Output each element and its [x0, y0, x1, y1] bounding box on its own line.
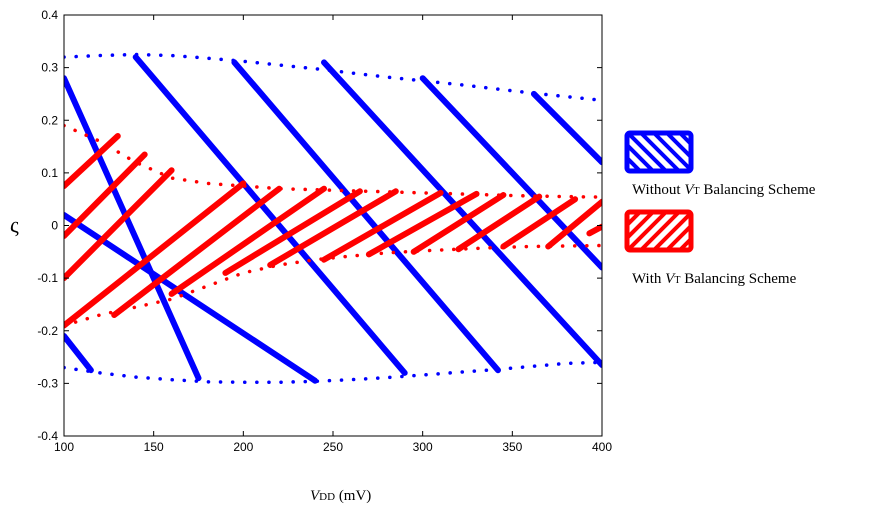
legend-hatch-line — [719, 133, 757, 171]
legend-hatch-line — [627, 155, 642, 171]
series-1-hatch-line — [500, 196, 579, 250]
series-0-hatch-line — [321, 59, 602, 368]
series-0-hatch-line — [64, 75, 202, 382]
y-axis-ticks: -0.4 -0.3 -0.2 -0.1 0 0.1 0.2 0.3 0.4 — [37, 8, 602, 443]
legend-hatch-line — [627, 212, 668, 250]
y-tick-label: 0.3 — [41, 61, 58, 75]
legend-hatch-line — [627, 142, 655, 171]
legend-hatch-line — [639, 133, 681, 171]
series-0 — [64, 52, 602, 385]
series-0-hatch-line — [64, 333, 94, 374]
series-0-boundary-upper — [64, 52, 602, 103]
legend-hatch-line — [678, 236, 691, 250]
legend-entry-with: With VT Balancing Scheme — [624, 209, 797, 287]
x-tick-label: 400 — [592, 440, 612, 454]
x-tick-label: 200 — [233, 440, 253, 454]
series-1-hatch-line — [455, 193, 543, 253]
y-axis-label: ς — [10, 212, 19, 237]
x-tick-label: 300 — [413, 440, 433, 454]
legend-hatch-line — [652, 212, 691, 250]
series-1-hatch-line — [365, 190, 480, 258]
series-0-boundary-lower — [64, 360, 602, 385]
legend-hatch-line — [627, 212, 642, 228]
legend-hatch-line — [678, 133, 691, 147]
x-tick-label: 100 — [54, 440, 74, 454]
legend-label-without: Without VT Balancing Scheme — [632, 182, 816, 198]
legend-hatch-line — [693, 133, 731, 171]
legend-hatch-line — [719, 212, 757, 250]
series-1-hatch-line — [267, 188, 399, 268]
x-tick-label: 350 — [502, 440, 522, 454]
series-0-hatch-line — [419, 75, 602, 271]
legend-hatch-line — [627, 133, 668, 171]
series-1-hatch-line — [64, 133, 121, 189]
legend-label-with: With VT Balancing Scheme — [632, 271, 797, 287]
x-tick-label: 150 — [144, 440, 164, 454]
series-1-hatch-line — [64, 167, 175, 282]
series-0-hatch-line — [231, 59, 501, 374]
legend: Without VT Balancing Scheme With VT Bala… — [624, 130, 816, 287]
series-1-hatch-line — [222, 188, 363, 276]
legend-hatch-line — [652, 133, 691, 171]
data-layer — [64, 52, 602, 385]
legend-swatch-border — [624, 209, 694, 253]
x-axis-label-subscript: DD — [319, 491, 335, 503]
legend-hatch-line — [693, 212, 731, 250]
y-tick-label: -0.3 — [37, 376, 58, 390]
series-1 — [64, 123, 602, 329]
legend-swatch-border — [624, 130, 694, 174]
x-axis-label: VDD (mV) — [310, 488, 371, 504]
legend-swatch-with — [624, 209, 757, 253]
y-tick-label: -0.4 — [37, 429, 58, 443]
series-1-hatch-line — [111, 185, 283, 318]
series-1-hatch-line — [64, 151, 148, 239]
legend-hatch-line — [665, 223, 691, 250]
y-tick-label: -0.2 — [37, 324, 58, 338]
y-tick-label: -0.1 — [37, 271, 58, 285]
series-1-hatch-line — [545, 198, 602, 250]
y-tick-label: 0.2 — [41, 113, 58, 127]
series-1-hatch-line — [168, 185, 327, 297]
y-tick-label: 0.1 — [41, 166, 58, 180]
legend-hatch-line — [706, 212, 744, 250]
legend-hatch-line — [665, 133, 691, 160]
legend-hatch-line — [706, 133, 744, 171]
series-1-hatch-line — [64, 180, 247, 329]
x-axis-label-italic: V — [310, 488, 321, 504]
legend-hatch-line — [639, 212, 681, 250]
series-1-hatch-line — [410, 192, 507, 255]
series-1-hatch-line — [586, 223, 602, 237]
legend-entry-without: Without VT Balancing Scheme — [624, 130, 816, 198]
y-tick-label: 0 — [51, 219, 58, 233]
series-1-hatch-line — [321, 189, 444, 263]
x-axis-ticks: 100 150 200 250 300 350 400 — [54, 15, 612, 454]
series-0-hatch-line — [132, 54, 408, 376]
series-1-boundary-upper — [64, 123, 602, 199]
legend-hatch-line — [627, 212, 655, 241]
y-tick-label: 0.4 — [41, 8, 58, 22]
x-axis-label-unit: (mV) — [335, 488, 371, 504]
x-tick-label: 250 — [323, 440, 343, 454]
series-0-hatch-line — [64, 212, 319, 384]
legend-swatch-without — [624, 130, 757, 174]
series-0-hatch-line — [530, 90, 602, 166]
